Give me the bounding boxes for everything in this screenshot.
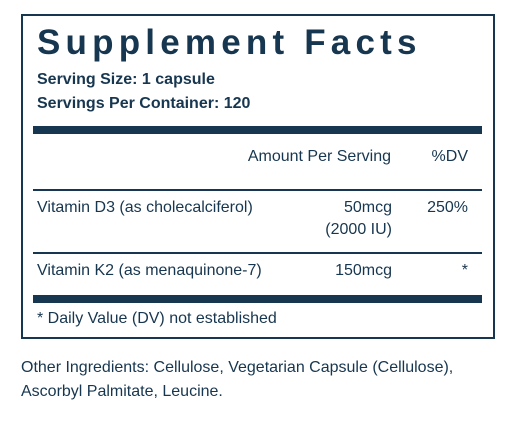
- serving-size: Serving Size: 1 capsule: [37, 71, 215, 88]
- nutrient-amount-primary: 150mcg: [335, 262, 392, 279]
- thin-divider-header: [33, 189, 482, 191]
- other-ingredients: Other Ingredients: Cellulose, Vegetarian…: [21, 356, 495, 404]
- nutrient-daily-value: 250%: [427, 199, 468, 216]
- panel-title: Supplement Facts: [37, 23, 422, 62]
- servings-per-container: Servings Per Container: 120: [37, 95, 251, 112]
- daily-value-footnote: * Daily Value (DV) not established: [37, 310, 277, 327]
- other-ingredients-line-1: Other Ingredients: Cellulose, Vegetarian…: [21, 359, 454, 376]
- nutrient-amount-secondary: (2000 IU): [325, 221, 392, 238]
- daily-value-header: %DV: [431, 148, 468, 165]
- nutrient-row-vitamin-d3: Vitamin D3 (as cholecalciferol) 50mcg (2…: [33, 197, 482, 238]
- nutrient-name: Vitamin D3 (as cholecalciferol): [37, 199, 253, 216]
- nutrient-daily-value: *: [461, 262, 468, 279]
- nutrient-amount: 50mcg (2000 IU): [325, 197, 392, 241]
- other-ingredients-line-2: Ascorbyl Palmitate, Leucine.: [21, 383, 223, 400]
- nutrient-row-vitamin-k2: Vitamin K2 (as menaquinone-7) 150mcg *: [33, 260, 482, 300]
- nutrient-amount-primary: 50mcg: [343, 199, 392, 216]
- thick-divider-top: [33, 126, 482, 134]
- nutrient-amount: 150mcg: [335, 260, 392, 282]
- thick-divider-bottom: [33, 295, 482, 303]
- amount-per-serving-header: Amount Per Serving: [247, 148, 391, 165]
- supplement-facts-panel: Supplement Facts Serving Size: 1 capsule…: [21, 14, 495, 339]
- nutrient-name: Vitamin K2 (as menaquinone-7): [37, 262, 262, 279]
- thin-divider-row: [33, 252, 482, 254]
